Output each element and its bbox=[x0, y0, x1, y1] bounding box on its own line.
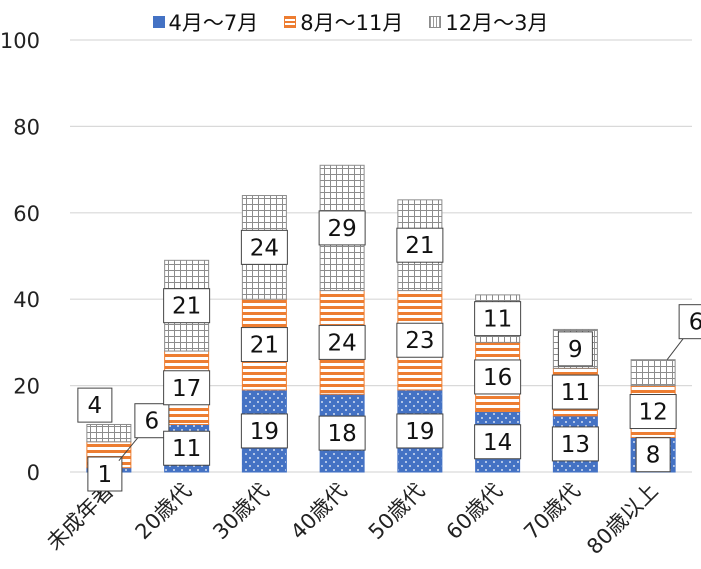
data-label: 29 bbox=[327, 216, 356, 242]
callout-box bbox=[396, 322, 444, 358]
data-label: 6 bbox=[689, 310, 701, 336]
callout-box bbox=[474, 424, 522, 460]
data-label: 21 bbox=[405, 233, 434, 259]
callout-box bbox=[551, 426, 599, 462]
callout-box bbox=[678, 304, 701, 340]
callout-box bbox=[87, 456, 123, 492]
data-label: 16 bbox=[483, 365, 512, 391]
x-tick-label: 30歳代 bbox=[208, 479, 274, 545]
data-label: 21 bbox=[250, 333, 279, 359]
y-axis-ticks: 0 20 40 60 80 100 bbox=[0, 29, 40, 485]
data-label: 21 bbox=[172, 294, 201, 320]
y-tick-label: 100 bbox=[0, 29, 40, 53]
y-tick-label: 40 bbox=[13, 288, 40, 312]
callout-box bbox=[551, 374, 599, 410]
data-label: 6 bbox=[145, 409, 160, 435]
data-label: 19 bbox=[250, 419, 279, 445]
callout-box bbox=[163, 430, 211, 466]
legend-item-series-0: 4月～7月 bbox=[152, 7, 259, 37]
callout-box bbox=[77, 387, 113, 423]
legend-swatch-series-2 bbox=[429, 16, 442, 28]
data-label: 13 bbox=[561, 432, 590, 458]
x-tick-label: 60歳代 bbox=[442, 479, 508, 545]
legend-label-series-0: 4月～7月 bbox=[168, 11, 259, 35]
data-label: 14 bbox=[483, 430, 512, 456]
callout-box bbox=[629, 394, 677, 430]
data-label: 8 bbox=[646, 443, 661, 469]
legend-label-series-2: 12月～3月 bbox=[445, 11, 549, 35]
data-label: 17 bbox=[172, 376, 201, 402]
x-tick-label: 80歳以上 bbox=[582, 479, 662, 559]
data-label: 24 bbox=[327, 330, 356, 356]
callout-box bbox=[240, 413, 288, 449]
y-tick-label: 60 bbox=[13, 202, 40, 226]
x-tick-label: 40歳代 bbox=[286, 479, 352, 545]
callout-box bbox=[318, 324, 366, 360]
data-label: 11 bbox=[561, 380, 590, 406]
legend-swatch-series-1 bbox=[284, 16, 297, 28]
callout-box bbox=[163, 370, 211, 406]
callout-box bbox=[557, 331, 593, 367]
legend-swatch-series-0 bbox=[152, 16, 165, 28]
legend-item-series-1: 8月～11月 bbox=[284, 7, 403, 37]
x-tick-label: 20歳代 bbox=[131, 479, 197, 545]
callout-box bbox=[240, 229, 288, 265]
callout-box bbox=[240, 327, 288, 363]
bar-segment bbox=[630, 359, 676, 387]
callout-box bbox=[635, 437, 671, 473]
data-label: 24 bbox=[250, 235, 279, 261]
data-label: 4 bbox=[88, 393, 103, 419]
callout-box bbox=[474, 301, 522, 337]
x-tick-label: 50歳代 bbox=[364, 479, 430, 545]
legend-item-series-2: 12月～3月 bbox=[429, 7, 548, 37]
callout-box bbox=[163, 288, 211, 324]
data-label: 23 bbox=[405, 328, 434, 354]
bar-segment bbox=[86, 423, 132, 443]
data-label: 11 bbox=[172, 436, 201, 462]
x-tick-label: 70歳代 bbox=[519, 479, 585, 545]
y-tick-label: 80 bbox=[13, 115, 40, 139]
legend-label-series-1: 8月～11月 bbox=[300, 11, 404, 35]
data-label: 11 bbox=[483, 307, 512, 333]
data-label: 1 bbox=[98, 462, 113, 488]
data-label: 19 bbox=[405, 419, 434, 445]
callout-box bbox=[318, 415, 366, 451]
y-tick-label: 0 bbox=[27, 461, 40, 485]
data-label: 12 bbox=[638, 400, 667, 426]
callout-box bbox=[474, 359, 522, 395]
y-tick-label: 20 bbox=[13, 375, 40, 399]
callout-box bbox=[396, 227, 444, 263]
data-labels: 1641117211921241824291923211416111311981… bbox=[77, 210, 701, 492]
chart-legend: 4月～7月 8月～11月 12月～3月 bbox=[0, 7, 701, 37]
data-label: 9 bbox=[568, 337, 583, 363]
data-label: 18 bbox=[327, 421, 356, 447]
callout-box bbox=[318, 210, 366, 246]
callout-box bbox=[396, 413, 444, 449]
